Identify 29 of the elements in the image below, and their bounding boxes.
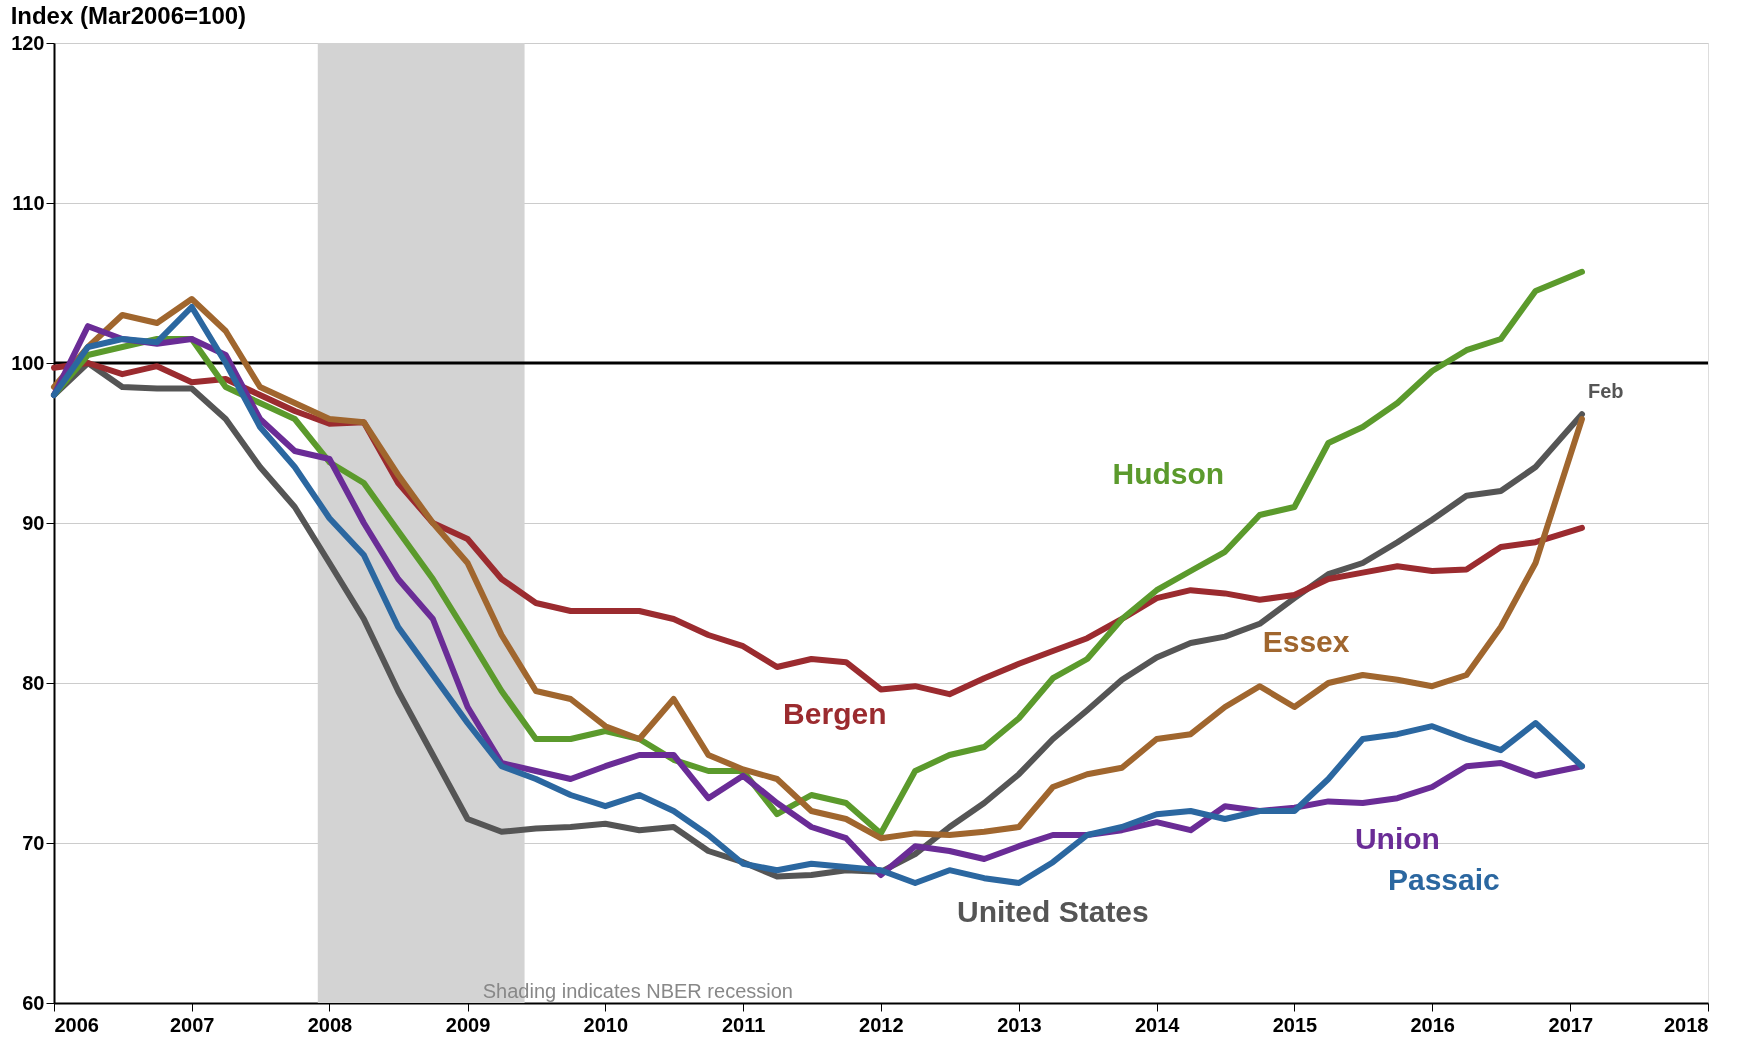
x-tick-label: 2014: [1134, 1013, 1181, 1036]
series-label: Bergen: [783, 697, 887, 730]
y-tick-label: 80: [22, 671, 45, 694]
y-tick-label: 120: [11, 31, 45, 54]
x-tick-label: 2013: [997, 1013, 1042, 1036]
x-tick-label: 2011: [721, 1013, 766, 1036]
x-tick-label: 2009: [445, 1013, 491, 1036]
y-tick-label: 110: [12, 191, 45, 214]
x-tick-label: 2010: [583, 1013, 629, 1036]
y-tick-label: 90: [22, 511, 45, 534]
x-tick-label: 2012: [859, 1013, 904, 1036]
y-tick-label: 70: [22, 831, 45, 854]
y-axis-title: Index (Mar2006=100): [10, 2, 247, 29]
y-tick-label: 100: [11, 351, 45, 374]
x-tick-label: 2007: [169, 1013, 215, 1036]
series-label: United States: [957, 895, 1149, 929]
annotation: Feb: [1587, 380, 1624, 403]
series-label: Essex: [1262, 625, 1350, 658]
x-tick-label: 2016: [1410, 1013, 1455, 1036]
text: Passaic: [1387, 863, 1500, 897]
x-tick-label: 2006: [54, 1013, 99, 1036]
x-tick-label: 2017: [1548, 1013, 1594, 1036]
band-label: Shading indicates NBER recession: [482, 980, 793, 1002]
y-tick-label: 60: [22, 991, 45, 1014]
series-label: Hudson: [1112, 457, 1225, 490]
x-tick-label: 2015: [1272, 1013, 1318, 1036]
series-label: Union: [1354, 821, 1440, 855]
x-tick-label: 2008: [307, 1013, 353, 1036]
x-tick-label: 2018: [1664, 1013, 1709, 1036]
